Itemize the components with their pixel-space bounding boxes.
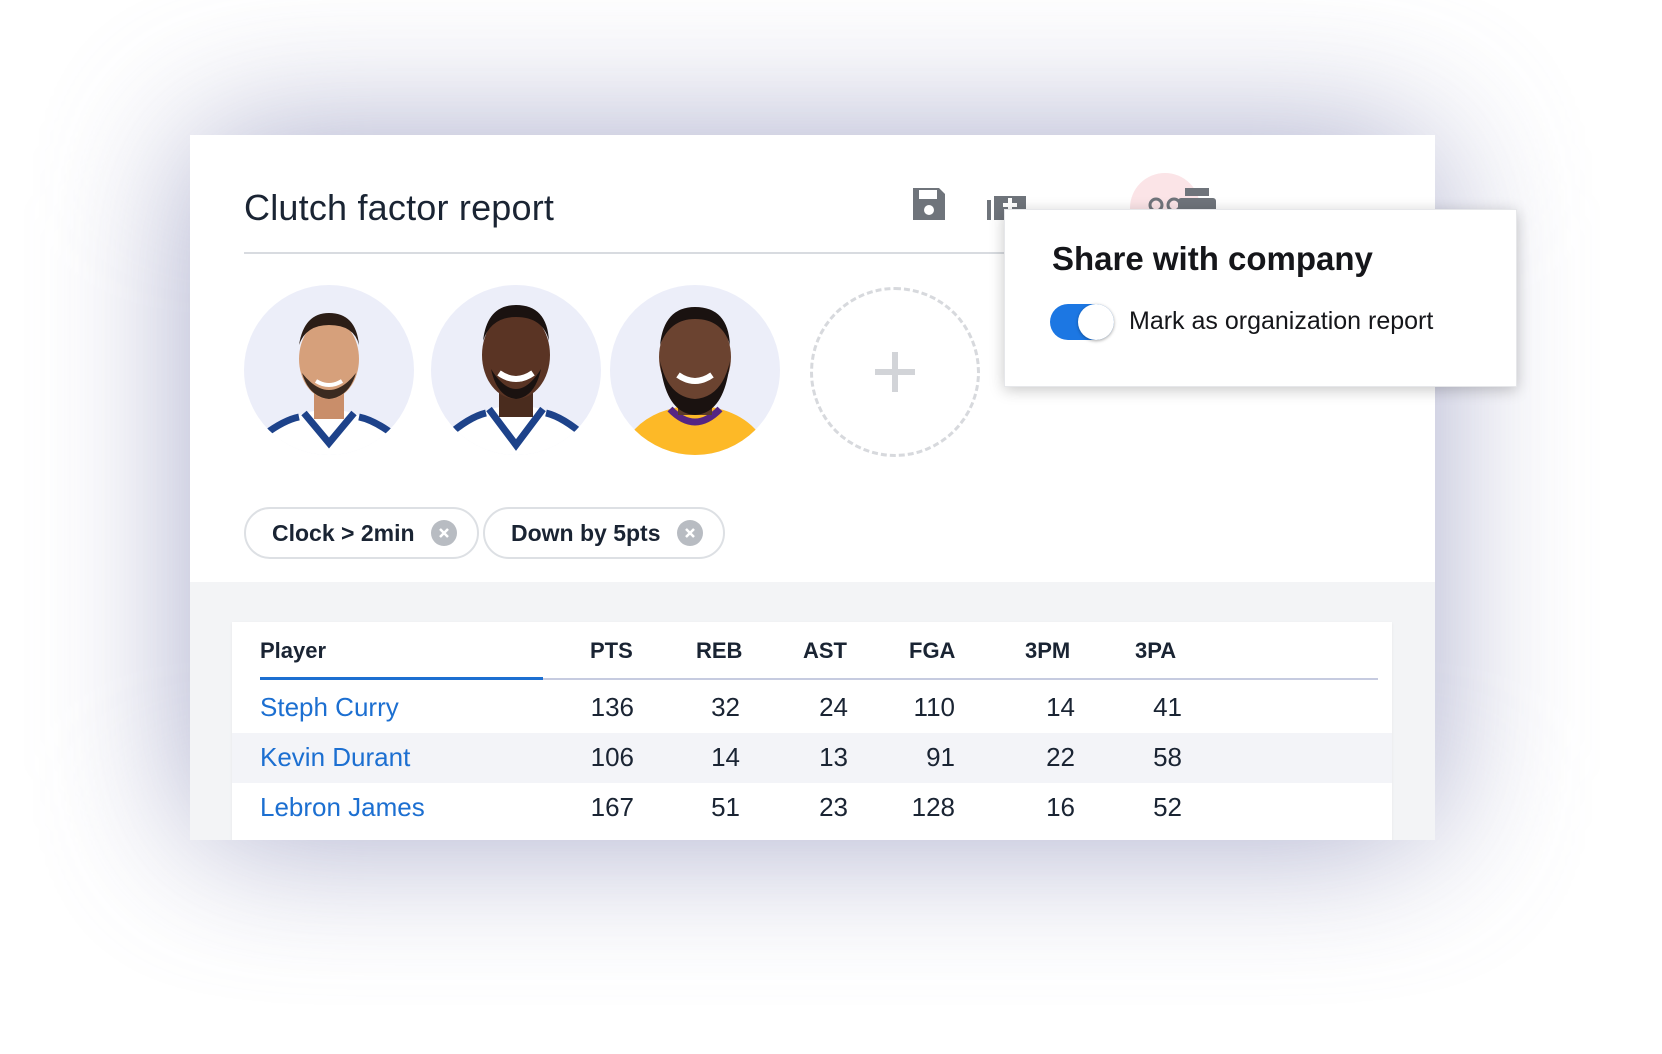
player-avatar-2[interactable] <box>431 285 601 455</box>
cell-fga: 128 <box>911 792 955 822</box>
player-avatar-1[interactable] <box>244 285 414 455</box>
table-row: Lebron James 167 51 23 128 16 52 <box>232 783 1392 833</box>
organization-report-toggle[interactable] <box>1050 304 1114 340</box>
cell-pts: 136 <box>590 692 634 722</box>
toggle-label: Mark as organization report <box>1129 307 1434 335</box>
table-row: Kevin Durant 106 14 13 91 22 58 <box>232 733 1392 783</box>
cell-3pa: 52 <box>1153 792 1182 822</box>
save-icon[interactable] <box>905 180 953 228</box>
cell-3pm: 22 <box>1046 742 1075 772</box>
table-area: Player PTS REB AST FGA 3PM 3PA Steph Cur… <box>190 582 1435 840</box>
cell-pts: 167 <box>590 792 634 822</box>
player-avatar-3[interactable] <box>610 285 780 455</box>
player-link[interactable]: Lebron James <box>260 792 425 822</box>
player-portrait-icon <box>441 305 591 455</box>
column-header-pts[interactable]: PTS <box>590 638 633 663</box>
column-header-fga[interactable]: FGA <box>909 638 956 663</box>
player-link[interactable]: Kevin Durant <box>260 742 411 772</box>
add-player-button[interactable] <box>810 287 980 457</box>
player-portrait-icon <box>259 313 399 455</box>
column-header-ast[interactable]: AST <box>803 638 847 663</box>
page-title: Clutch factor report <box>244 187 555 228</box>
player-link[interactable]: Steph Curry <box>260 692 399 722</box>
remove-filter-icon[interactable] <box>676 520 703 546</box>
column-header-3pa[interactable]: 3PA <box>1135 638 1177 663</box>
toggle-knob <box>1078 304 1114 340</box>
filter-chip[interactable]: Down by 5pts <box>483 507 725 559</box>
player-portrait-icon <box>620 307 770 455</box>
header-divider <box>260 678 1378 680</box>
plus-icon <box>875 352 915 392</box>
cell-3pa: 41 <box>1153 692 1182 722</box>
column-header-reb[interactable]: REB <box>696 638 743 663</box>
cell-reb: 32 <box>711 692 740 722</box>
cell-3pm: 14 <box>1046 692 1075 722</box>
cell-fga: 91 <box>926 742 955 772</box>
table-row: Steph Curry 136 32 24 110 14 41 <box>232 683 1392 733</box>
cell-fga: 110 <box>913 692 955 722</box>
stats-table: Player PTS REB AST FGA 3PM 3PA Steph Cur… <box>232 622 1392 840</box>
cell-reb: 51 <box>711 792 740 822</box>
share-popover: Share with company Mark as organization … <box>1004 209 1517 387</box>
remove-filter-icon[interactable] <box>430 520 457 546</box>
filter-chip[interactable]: Clock > 2min <box>244 507 479 559</box>
cell-reb: 14 <box>711 742 740 772</box>
cell-ast: 23 <box>819 792 848 822</box>
filter-chip-label: Clock > 2min <box>272 519 415 546</box>
cell-3pm: 16 <box>1046 792 1075 822</box>
cell-pts: 106 <box>590 742 634 772</box>
filter-chip-label: Down by 5pts <box>511 519 661 546</box>
popover-title: Share with company <box>1052 240 1373 277</box>
cell-ast: 13 <box>819 742 848 772</box>
column-header-player[interactable]: Player <box>260 638 327 663</box>
column-header-3pm[interactable]: 3PM <box>1025 638 1071 663</box>
title-divider <box>244 252 1079 254</box>
cell-3pa: 58 <box>1153 742 1182 772</box>
sorted-column-indicator <box>260 677 543 680</box>
cell-ast: 24 <box>819 692 848 722</box>
